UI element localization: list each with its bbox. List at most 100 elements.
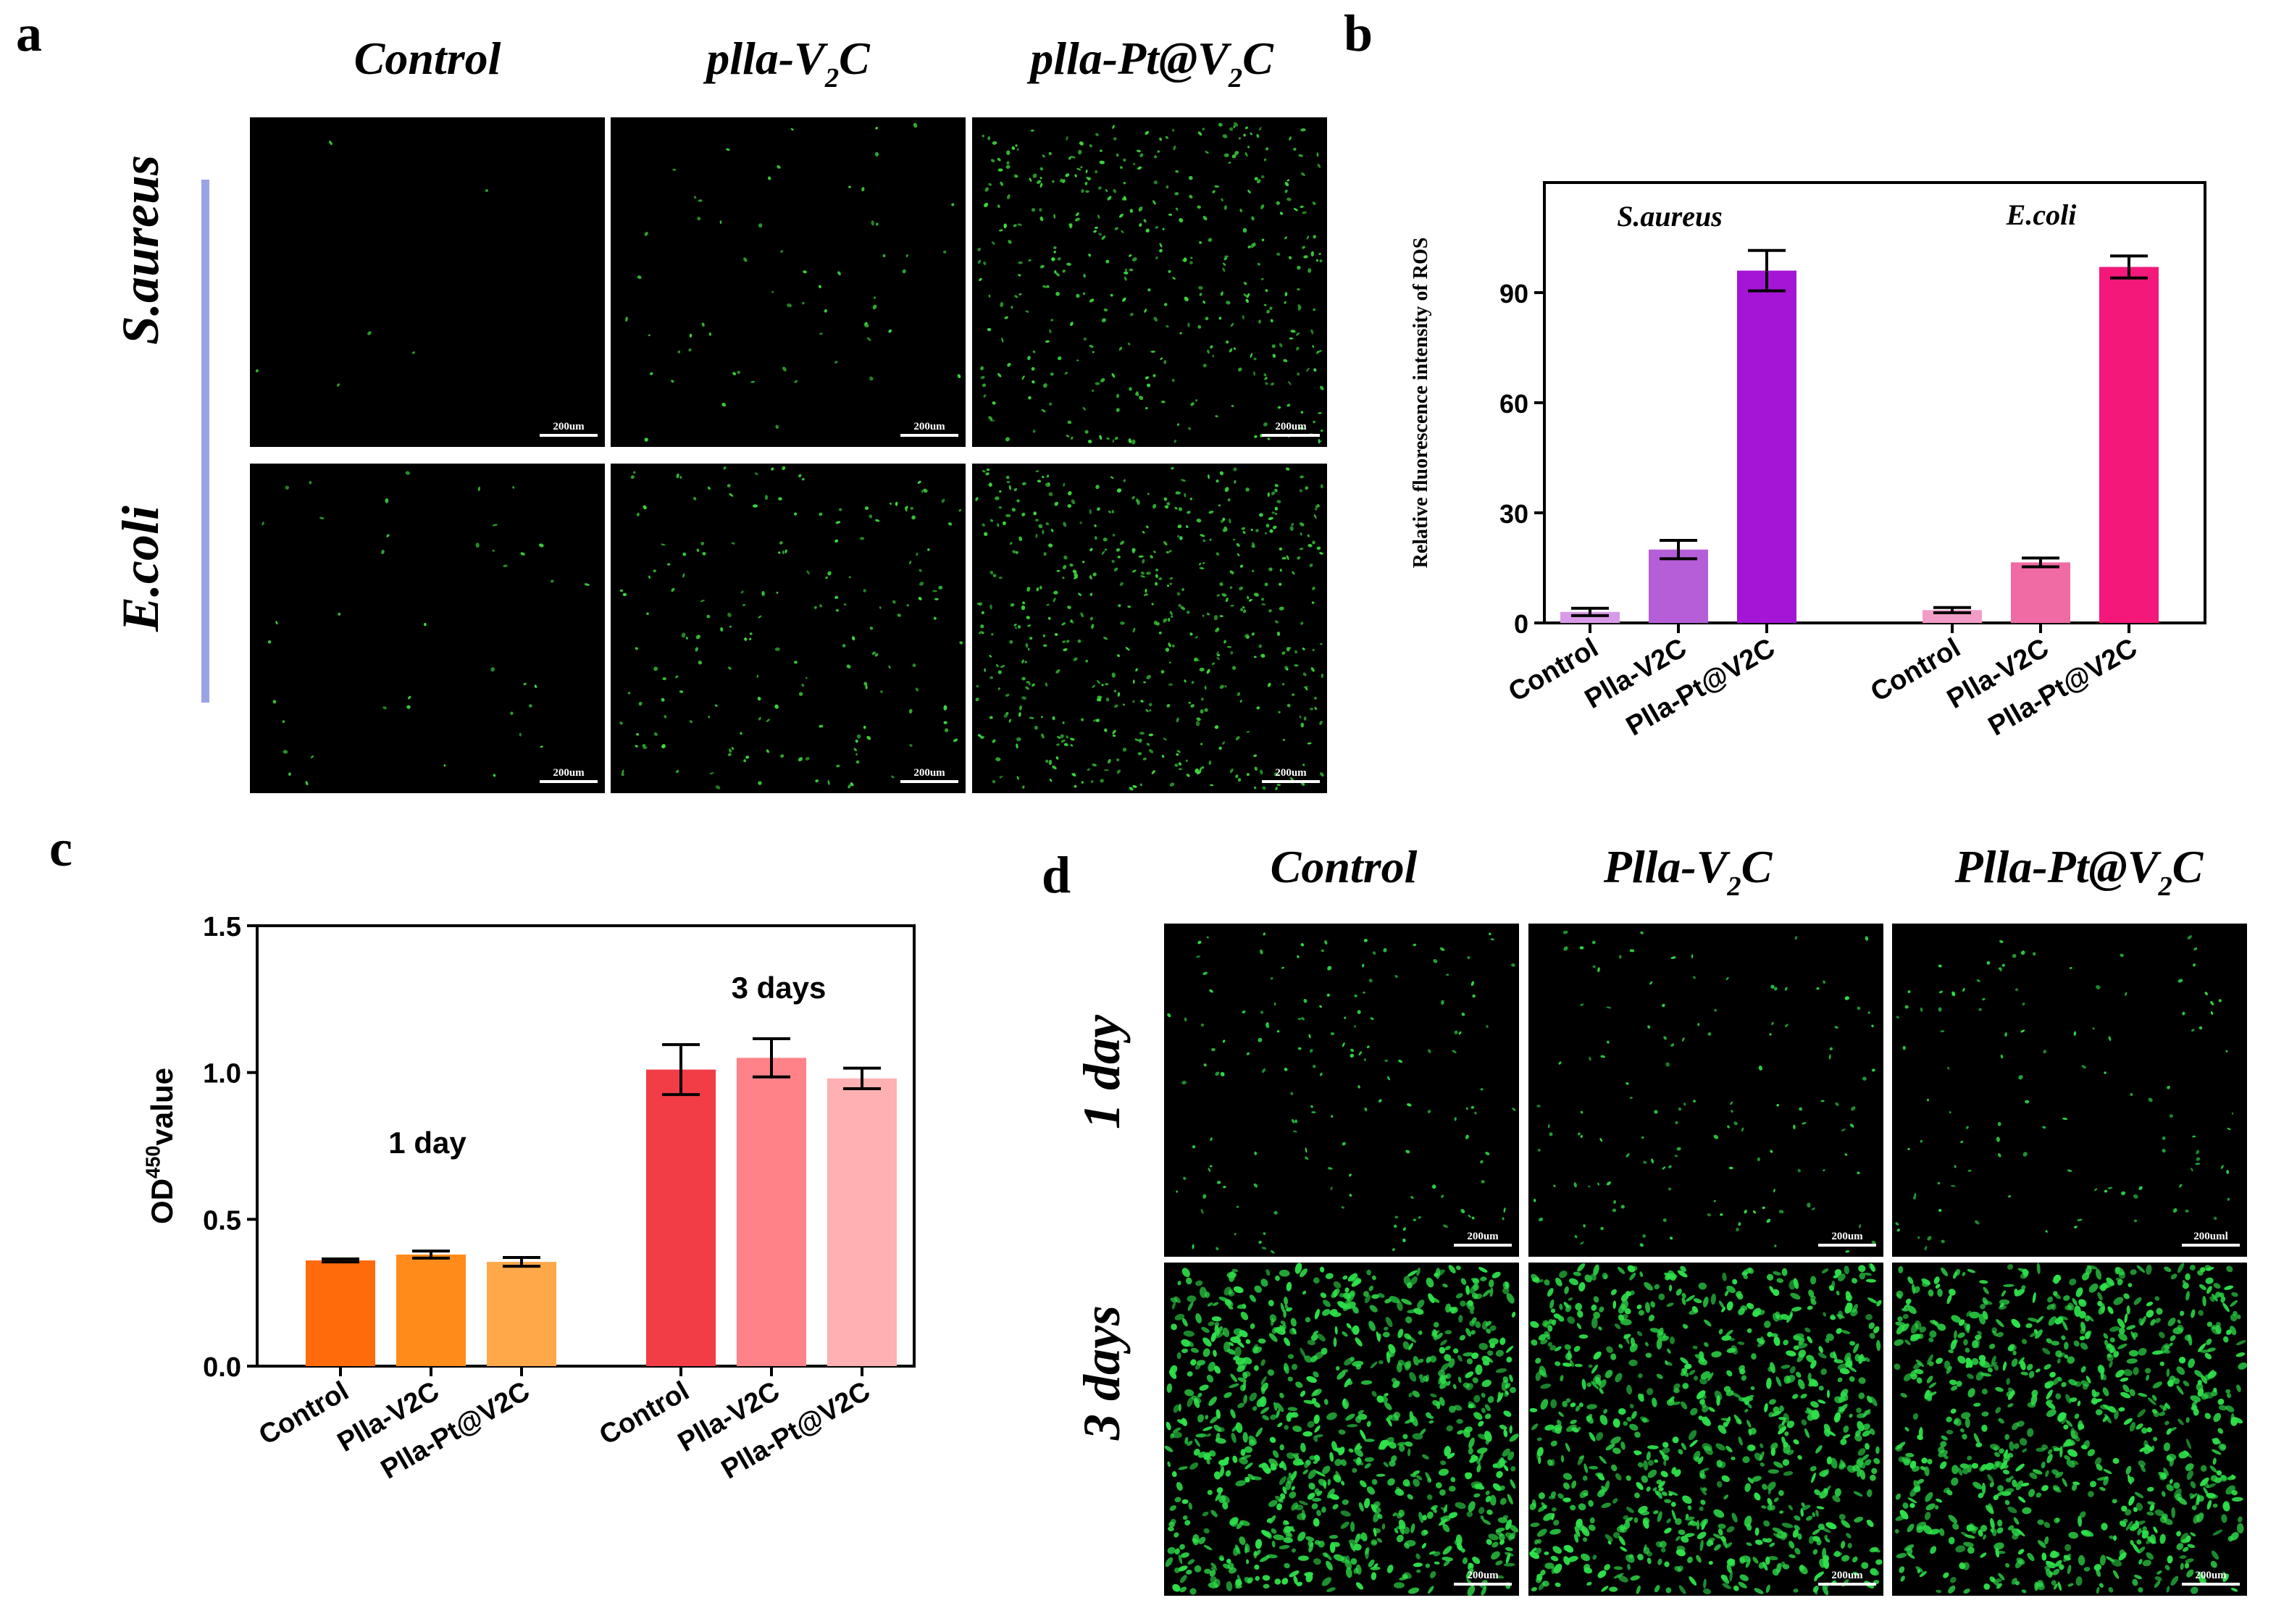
cell [1212, 190, 1216, 193]
cell [1386, 1076, 1391, 1081]
cell [842, 644, 846, 648]
cell [793, 661, 798, 664]
cell [1634, 1431, 1641, 1438]
cell [983, 261, 987, 266]
cell [1006, 161, 1010, 165]
cell [1324, 1552, 1332, 1560]
cell [943, 721, 947, 724]
cell [1310, 1334, 1318, 1342]
cell [1941, 1239, 1945, 1244]
cell [1279, 1462, 1284, 1468]
cell [1834, 1026, 1838, 1029]
cell [1388, 1344, 1396, 1354]
cell [1980, 1552, 1987, 1558]
cell [1610, 1436, 1621, 1444]
scale-bar [1818, 1583, 1876, 1586]
cell [1341, 1206, 1344, 1209]
panel-a-micrograph: 200um [611, 117, 966, 447]
cell [2206, 1339, 2212, 1345]
cell [2102, 1387, 2109, 1397]
cell [913, 122, 918, 128]
cell [1913, 1195, 1917, 1200]
cell [1210, 1562, 1217, 1568]
cell [1244, 1576, 1252, 1584]
cell [1685, 1295, 1695, 1302]
cell [2032, 1292, 2036, 1303]
cell [863, 589, 866, 593]
cell [2027, 1552, 2035, 1562]
cell [866, 735, 871, 740]
cell [1111, 672, 1116, 678]
cell [1006, 150, 1011, 156]
cell [1286, 1281, 1292, 1292]
cell [2007, 1264, 2014, 1270]
cell [1580, 1241, 1584, 1245]
cell [1677, 1270, 1688, 1278]
cell [1499, 1539, 1505, 1545]
cell [766, 719, 770, 722]
cell [2229, 1326, 2237, 1336]
cell [1045, 522, 1050, 526]
cell [1987, 1474, 1994, 1483]
cell [2022, 1271, 2029, 1278]
cell [1764, 1320, 1771, 1328]
cell [1190, 256, 1193, 259]
cell [1512, 1108, 1516, 1111]
cell [2078, 1423, 2085, 1430]
cell [1161, 401, 1166, 403]
cell [1728, 1166, 1733, 1170]
cell [1089, 616, 1094, 621]
cell [1618, 1536, 1626, 1546]
cell [1066, 735, 1069, 739]
cell [1481, 1586, 1487, 1596]
cell [846, 664, 851, 669]
cell [1052, 180, 1055, 183]
cell [1265, 1022, 1269, 1025]
cell [1769, 1542, 1775, 1547]
cell [1425, 1563, 1431, 1568]
cell [780, 250, 784, 254]
cell [443, 764, 446, 767]
cell [1676, 1147, 1681, 1151]
cell [1987, 1367, 1993, 1373]
cell [1258, 1240, 1262, 1244]
cell [1658, 1487, 1664, 1491]
cell [2172, 1207, 2177, 1213]
cell [1150, 555, 1153, 559]
cell [2225, 1485, 2235, 1495]
cell [1601, 1502, 1612, 1508]
cell [1696, 1554, 1702, 1563]
cell [1571, 1480, 1577, 1489]
cell [1127, 343, 1131, 346]
cell [671, 587, 675, 593]
cell [1700, 1371, 1711, 1380]
cell [2073, 1226, 2078, 1229]
cell [1202, 1348, 1210, 1357]
cell [1552, 1546, 1562, 1554]
cell [1088, 253, 1092, 257]
cell [1509, 1524, 1519, 1533]
cell [1259, 769, 1263, 775]
cell [1747, 1477, 1754, 1484]
cell [1223, 153, 1229, 158]
cell [1495, 1560, 1503, 1565]
cell [1271, 491, 1276, 495]
cell [2120, 1391, 2131, 1399]
cell [2214, 1292, 2221, 1298]
cell [1078, 149, 1082, 155]
cell [1037, 480, 1042, 483]
cell [1189, 1462, 1199, 1470]
cell [1218, 746, 1222, 750]
cell [1405, 1482, 1411, 1487]
cell [2109, 1337, 2115, 1343]
cell [1607, 1540, 1612, 1545]
cell [644, 438, 648, 442]
cell [2037, 1519, 2044, 1525]
cell [636, 512, 640, 516]
cell [1016, 148, 1019, 151]
cell [1486, 1025, 1489, 1029]
cell [1650, 1301, 1655, 1308]
cell [1043, 552, 1047, 556]
cell [1631, 1265, 1638, 1271]
cell [1015, 551, 1018, 554]
